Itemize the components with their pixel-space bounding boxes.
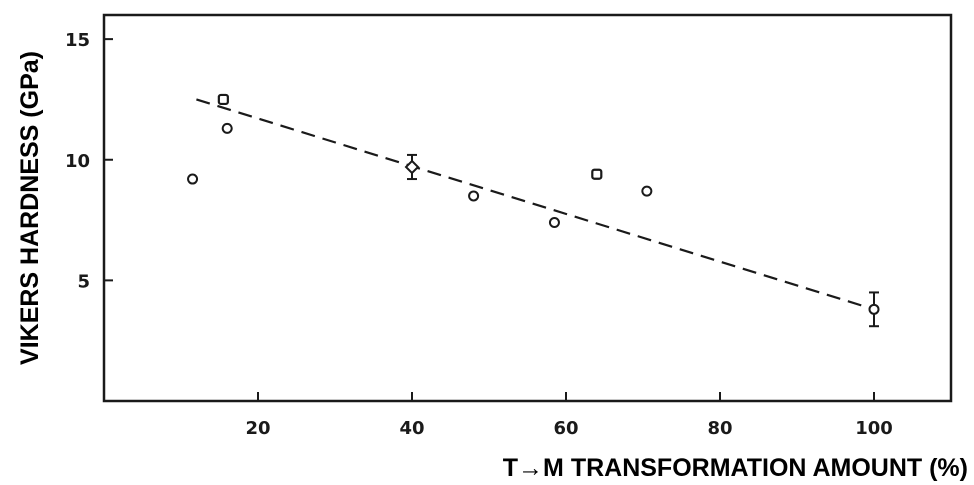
x-tick-label: 100 bbox=[855, 418, 893, 439]
y-tick-label: 15 bbox=[65, 30, 90, 51]
plot-frame bbox=[102, 13, 953, 403]
y-axis-title: VIKERS HARDNESS (GPa) bbox=[16, 51, 44, 365]
data-point-circle bbox=[221, 122, 233, 134]
x-tick-label: 20 bbox=[245, 418, 270, 439]
x-tick-label: 40 bbox=[399, 418, 424, 439]
data-point-circle bbox=[641, 185, 653, 197]
data-points-group bbox=[187, 93, 880, 315]
data-point-diamond bbox=[404, 159, 420, 175]
data-point-circle bbox=[187, 173, 199, 185]
data-point-circle bbox=[548, 216, 560, 228]
axis-ticks: 20 40 60 80 100 5 10 15 bbox=[65, 30, 893, 439]
data-point-circle bbox=[868, 303, 880, 315]
data-point-square bbox=[217, 93, 229, 106]
x-tick-label: 60 bbox=[553, 418, 578, 439]
fit-line-group bbox=[196, 98, 875, 311]
error-bars-group bbox=[407, 153, 879, 328]
fit-line bbox=[196, 98, 875, 311]
data-point-circle bbox=[468, 190, 480, 202]
y-tick-label: 5 bbox=[77, 271, 90, 292]
y-tick-label: 10 bbox=[65, 151, 90, 172]
x-tick-label: 80 bbox=[707, 418, 732, 439]
x-axis-title: T→M TRANSFORMATION AMOUNT (%) bbox=[503, 454, 968, 482]
data-point-square bbox=[591, 168, 603, 180]
